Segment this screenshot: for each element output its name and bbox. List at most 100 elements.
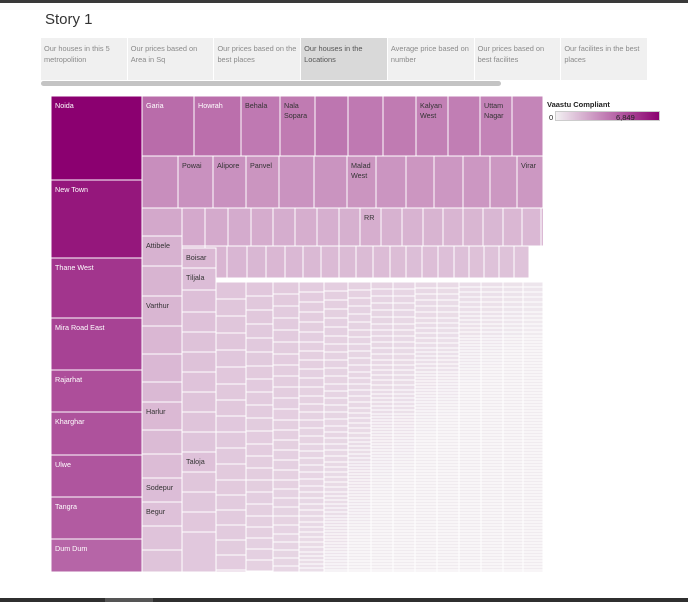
treemap-cell[interactable] (141, 401, 183, 431)
treemap-cell[interactable] (522, 281, 543, 288)
treemap-cell[interactable] (215, 569, 247, 572)
treemap-cell[interactable] (141, 501, 183, 527)
treemap-cell[interactable] (272, 549, 300, 559)
tab-locations[interactable]: Our houses in the Locations (301, 38, 388, 80)
treemap-cell[interactable] (323, 335, 349, 345)
treemap-cell[interactable] (370, 295, 394, 304)
treemap-cell[interactable] (298, 464, 325, 473)
treemap-cell[interactable] (141, 325, 183, 355)
treemap-cell[interactable] (272, 386, 300, 399)
treemap-cell[interactable] (51, 369, 143, 413)
treemap-cell[interactable] (245, 515, 274, 528)
treemap-cell[interactable] (414, 327, 438, 334)
treemap-cell[interactable] (272, 419, 300, 431)
treemap-cell[interactable] (458, 315, 482, 321)
treemap-cell[interactable] (215, 399, 247, 417)
treemap-cell[interactable] (511, 96, 543, 157)
scrollbar-thumb[interactable] (41, 81, 501, 86)
treemap-cell[interactable] (51, 496, 143, 540)
treemap-cell[interactable] (246, 245, 267, 279)
treemap-cell[interactable] (245, 155, 280, 209)
treemap-cell[interactable] (181, 351, 217, 373)
treemap-cell[interactable] (436, 363, 460, 369)
treemap-cell[interactable] (245, 281, 274, 297)
treemap-cell[interactable] (272, 515, 300, 526)
treemap-cell[interactable] (298, 377, 325, 388)
treemap-cell[interactable] (141, 453, 183, 479)
treemap-cell[interactable] (392, 288, 416, 297)
treemap-cell[interactable] (522, 327, 543, 333)
treemap-cell[interactable] (442, 207, 464, 247)
treemap-cell[interactable] (245, 570, 274, 572)
treemap-cell[interactable] (298, 521, 325, 528)
treemap-cell[interactable] (272, 364, 300, 377)
treemap-cell[interactable] (298, 471, 325, 480)
treemap-cell[interactable] (370, 405, 394, 411)
treemap-cell[interactable] (346, 155, 377, 209)
treemap-cell[interactable] (181, 371, 217, 393)
treemap-cell[interactable] (298, 435, 325, 445)
treemap-cell[interactable] (298, 491, 325, 499)
treemap-cell[interactable] (215, 281, 247, 300)
treemap-cell[interactable] (392, 384, 416, 391)
treemap-cell[interactable] (347, 432, 372, 439)
treemap-cell[interactable] (436, 569, 460, 572)
treemap-cell[interactable] (298, 555, 325, 561)
treemap-cell[interactable] (489, 155, 518, 209)
treemap-cell[interactable] (414, 293, 438, 301)
treemap-cell[interactable] (298, 350, 325, 361)
treemap-cell[interactable] (458, 319, 482, 325)
treemap-cell[interactable] (392, 309, 416, 318)
tabs-scrollbar[interactable] (41, 80, 648, 88)
treemap-cell[interactable] (347, 453, 372, 459)
treemap-cell[interactable] (298, 551, 325, 557)
treemap-cell[interactable] (480, 301, 504, 308)
treemap-cell[interactable] (323, 461, 349, 468)
treemap-cell[interactable] (245, 548, 274, 561)
treemap-cell[interactable] (272, 497, 300, 508)
treemap-cell[interactable] (355, 245, 374, 279)
treemap-cell[interactable] (392, 347, 416, 355)
treemap-cell[interactable] (245, 309, 274, 325)
treemap-cell[interactable] (522, 323, 543, 329)
treemap-cell[interactable] (141, 525, 183, 551)
treemap-cell[interactable] (284, 245, 304, 279)
treemap-cell[interactable] (392, 341, 416, 349)
treemap-cell[interactable] (392, 353, 416, 361)
treemap-cell[interactable] (436, 359, 460, 365)
treemap-cell[interactable] (181, 311, 217, 333)
treemap-cell[interactable] (347, 350, 372, 359)
treemap-cell[interactable] (436, 299, 460, 307)
treemap-cell[interactable] (392, 369, 416, 376)
treemap-cell[interactable] (458, 291, 482, 298)
treemap-cell[interactable] (226, 245, 248, 279)
treemap-cell[interactable] (272, 506, 300, 517)
treemap-cell[interactable] (502, 323, 524, 329)
treemap-cell[interactable] (323, 455, 349, 463)
treemap-cell[interactable] (522, 286, 543, 293)
treemap-cell[interactable] (540, 207, 543, 247)
treemap-cell[interactable] (320, 245, 340, 279)
treemap-cell[interactable] (323, 511, 349, 517)
treemap-cell[interactable] (347, 281, 372, 291)
treemap-cell[interactable] (245, 295, 274, 311)
treemap-cell[interactable] (453, 245, 470, 279)
treemap-cell[interactable] (323, 281, 349, 292)
treemap-cell[interactable] (347, 305, 372, 315)
treemap-cell[interactable] (323, 367, 349, 377)
treemap-cell[interactable] (522, 301, 543, 308)
treemap-cell[interactable] (347, 417, 372, 424)
treemap-cell[interactable] (245, 559, 274, 572)
treemap-cell[interactable] (323, 569, 349, 572)
treemap-cell[interactable] (347, 422, 372, 429)
treemap-cell[interactable] (372, 245, 391, 279)
treemap-cell[interactable] (298, 450, 325, 459)
treemap-cell[interactable] (272, 459, 300, 471)
treemap-cell[interactable] (480, 291, 504, 298)
treemap-cell[interactable] (480, 311, 504, 317)
treemap-cell[interactable] (181, 431, 217, 453)
treemap-cell[interactable] (323, 431, 349, 439)
treemap-cell[interactable] (245, 455, 274, 469)
treemap-cell[interactable] (370, 288, 394, 297)
treemap-cell[interactable] (347, 289, 372, 299)
